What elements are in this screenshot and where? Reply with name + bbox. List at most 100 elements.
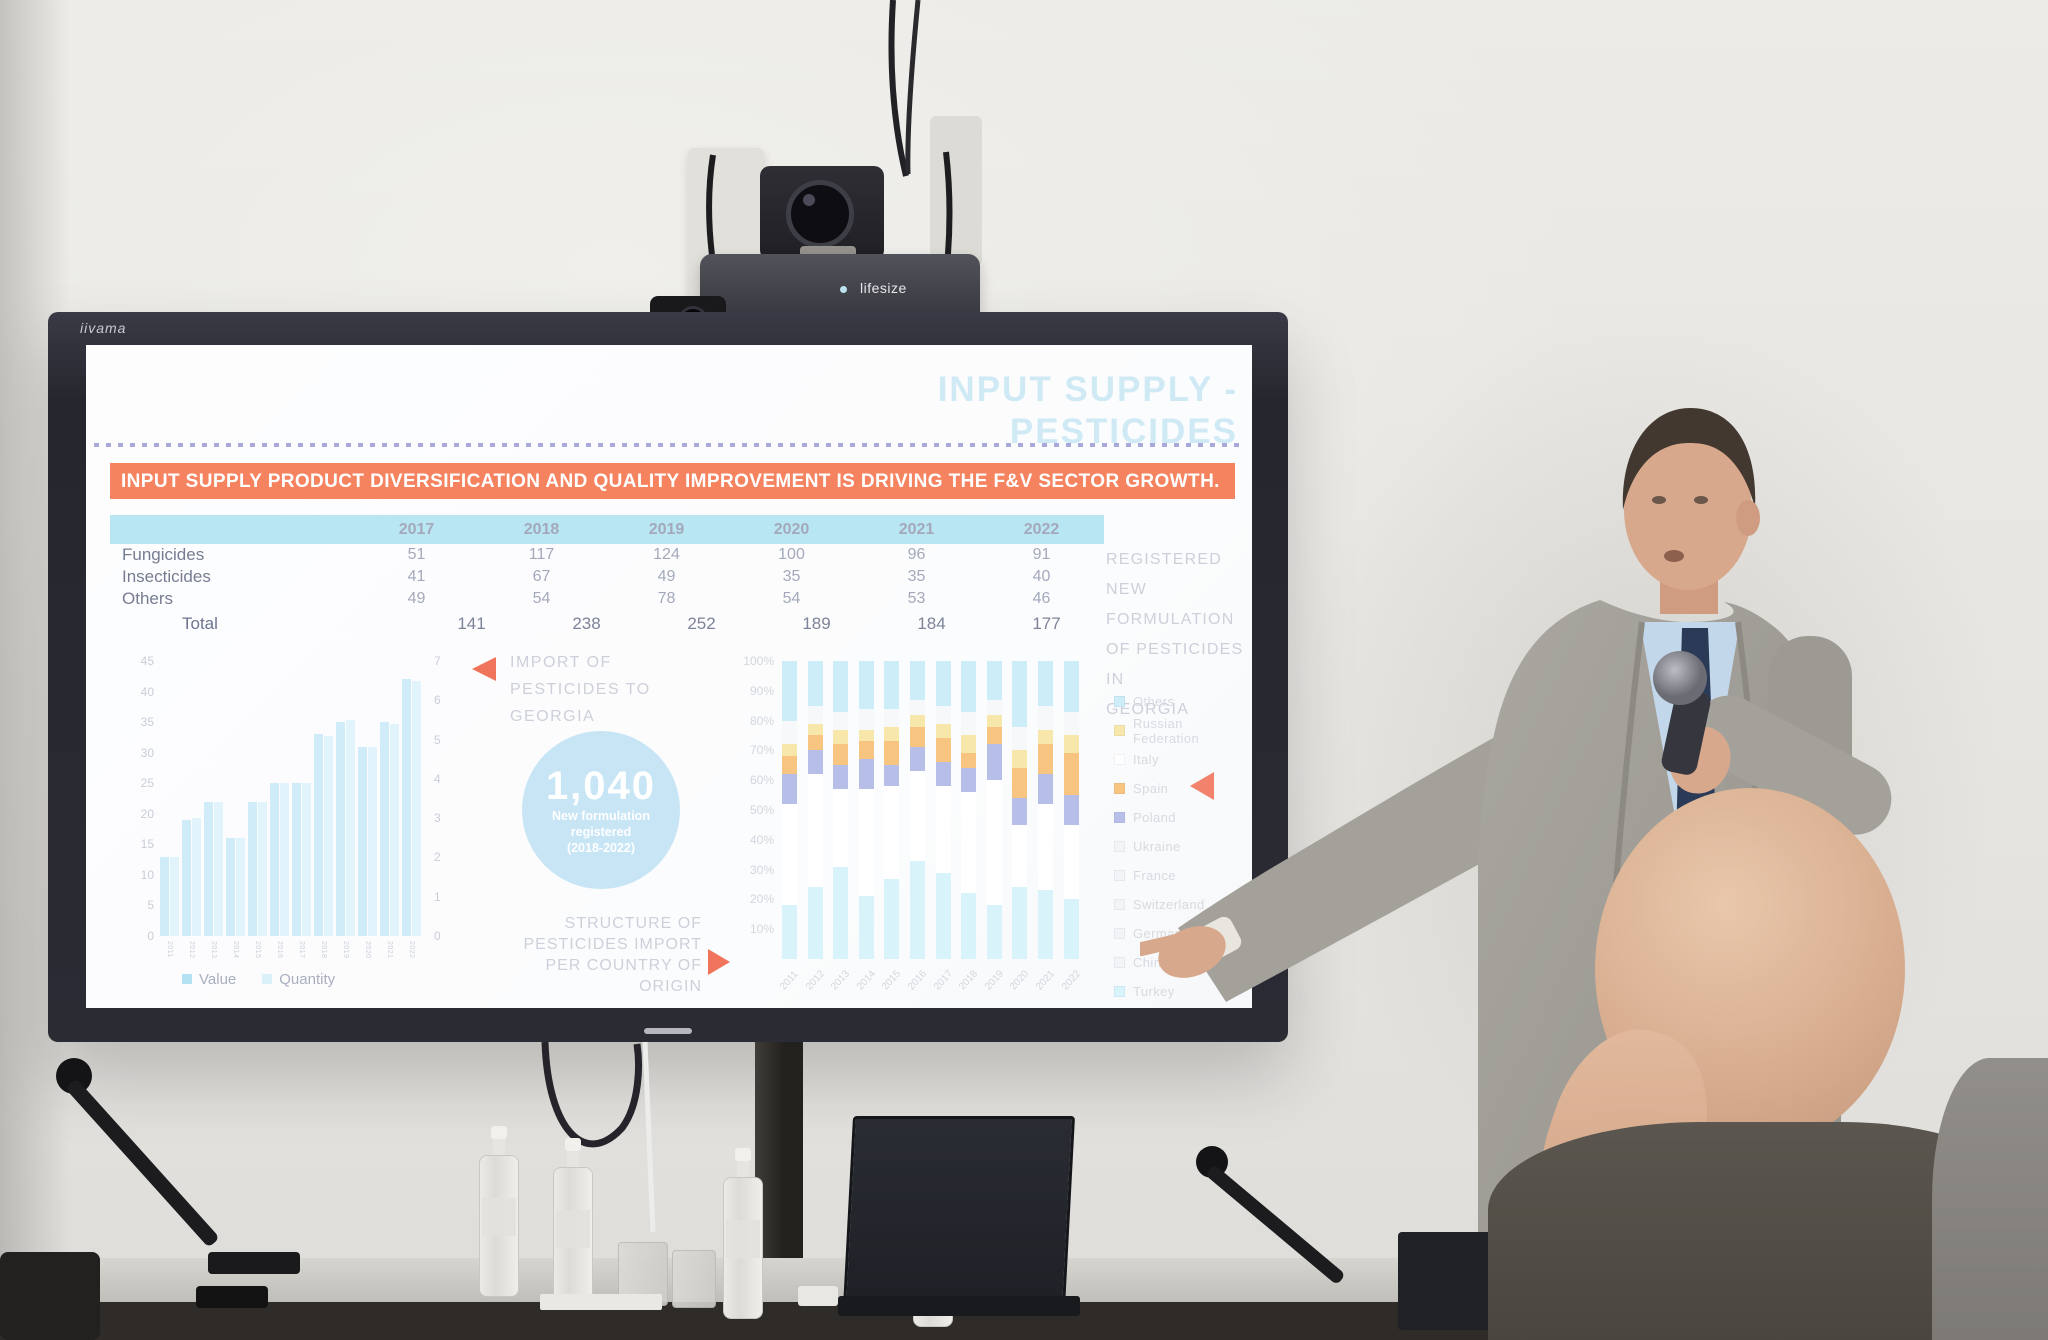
table-cell: 67 [532, 568, 551, 585]
x-axis-label: 2015 [254, 941, 261, 959]
table-header-cell: 2020 [773, 520, 810, 538]
stack-segment [935, 786, 951, 873]
structure-note-line: STRUCTURE OF [564, 915, 702, 932]
water-bottle [552, 1138, 594, 1309]
value-bar [336, 722, 345, 936]
legend-item: Turkey [1114, 977, 1252, 1006]
y-axis-tick-left: 40 [140, 684, 154, 699]
tv-brand-logo: iivama [80, 320, 127, 336]
legend-label: Poland [1133, 810, 1176, 825]
table-cell: 51 [407, 546, 426, 563]
stack-segment [986, 699, 1002, 715]
microphone-head [1653, 651, 1707, 705]
structure-stacked-chart: Others Russian Federation Italy Spain Poland… [686, 653, 1252, 1005]
table-cell: 53 [907, 590, 926, 607]
stacked-bar [910, 661, 925, 959]
stacked-bar [986, 661, 1002, 959]
quantity-bar [214, 802, 223, 936]
stack-segment [910, 661, 925, 700]
pointing-finger [1140, 933, 1184, 957]
value-bar [292, 783, 301, 936]
water-bottle [478, 1126, 520, 1297]
stack-segment [1063, 753, 1079, 796]
stacked-bar [1063, 661, 1079, 959]
table-cell: 35 [782, 568, 801, 585]
chair-back [0, 1252, 100, 1340]
y-axis-tick-right: 0 [434, 929, 441, 943]
table-row-label: Others [122, 589, 174, 608]
bottle-cap [491, 1126, 507, 1139]
bottle-neck [493, 1139, 505, 1155]
stacked-bar [935, 661, 951, 959]
legend-label: Ukraine [1133, 839, 1181, 854]
stack-segment [1038, 804, 1053, 891]
stack-segment [910, 714, 925, 727]
quantity-bar [390, 723, 399, 936]
registered-note-line: REGISTERED NEW [1106, 551, 1223, 598]
import-bar-chart-plot [160, 661, 428, 936]
legend-item: Switzerland [1114, 890, 1252, 919]
stack-segment [1063, 824, 1079, 900]
stack-segment [910, 771, 925, 861]
registered-note-line: OF PESTICIDES IN [1106, 641, 1244, 688]
cable-track [930, 116, 982, 266]
structure-note-line: PESTICIDES IMPORT [523, 936, 702, 953]
x-axis-label: 2011 [166, 941, 173, 959]
value-bar [182, 819, 191, 936]
water-bottle [722, 1148, 764, 1319]
value-bar [358, 746, 367, 936]
table-row-label: Insecticides [122, 567, 211, 586]
value-bar [380, 722, 389, 936]
import-note-line: GEORGIA [510, 708, 596, 725]
table-cell: 54 [782, 590, 801, 607]
stack-segment [858, 896, 874, 959]
legend-swatch [1114, 812, 1125, 823]
y-axis-tick-right: 4 [434, 771, 441, 786]
stack-segment [986, 905, 1002, 959]
table-cell: 41 [407, 568, 426, 585]
stack-segment [884, 741, 900, 766]
codec-brand-label: lifesize [860, 280, 907, 296]
import-note-line: PESTICIDES TO [510, 681, 651, 698]
legend-item-value: Value [182, 971, 236, 988]
stack-segment [807, 887, 823, 959]
microphone-body [1661, 689, 1711, 775]
bottle-cap [565, 1138, 581, 1151]
table-cell: 184 [917, 613, 946, 633]
key-message-banner: INPUT SUPPLY PRODUCT DIVERSIFICATION AND… [110, 463, 1235, 499]
stack-segment [961, 735, 977, 754]
stack-segment [935, 872, 951, 959]
stack-segment [782, 804, 797, 906]
legend-label: Spain [1133, 781, 1169, 796]
y-axis-tick-right: 6 [434, 693, 441, 708]
stack-segment [1038, 729, 1053, 745]
quantity-bar [324, 735, 333, 936]
legend-swatch [1114, 928, 1125, 939]
quantity-bar [170, 857, 179, 936]
structure-note-line: PER COUNTRY OF [545, 957, 702, 974]
stack-segment [884, 726, 900, 742]
stack-segment [807, 774, 823, 888]
arrow-right-icon [708, 949, 730, 975]
badge-number: 1,040 [545, 764, 657, 808]
stack-segment [833, 789, 849, 867]
x-axis-label: 2018 [320, 941, 327, 959]
stack-segment [935, 762, 951, 787]
bottle-cap [735, 1148, 751, 1161]
stack-segment [935, 738, 951, 763]
stack-segment [884, 786, 900, 879]
stack-segment [833, 729, 849, 745]
x-axis-label: 2012 [188, 941, 195, 959]
table-header-cell: 2022 [1023, 520, 1060, 538]
legend-swatch [1114, 870, 1125, 881]
stack-segment [782, 905, 797, 959]
table-cell: 96 [907, 546, 926, 563]
x-axis-label: 2020 [364, 941, 371, 959]
y-axis-tick-left: 0 [147, 929, 154, 943]
slide-pesticides: INPUT SUPPLY - PESTICIDES INPUT SUPPLY PR… [86, 345, 1252, 1008]
table-row: Others 49 54 78 54 53 46 [110, 588, 1104, 610]
bottle-label [726, 1220, 760, 1258]
stack-segment [858, 759, 874, 790]
stacked-bar [858, 661, 874, 959]
